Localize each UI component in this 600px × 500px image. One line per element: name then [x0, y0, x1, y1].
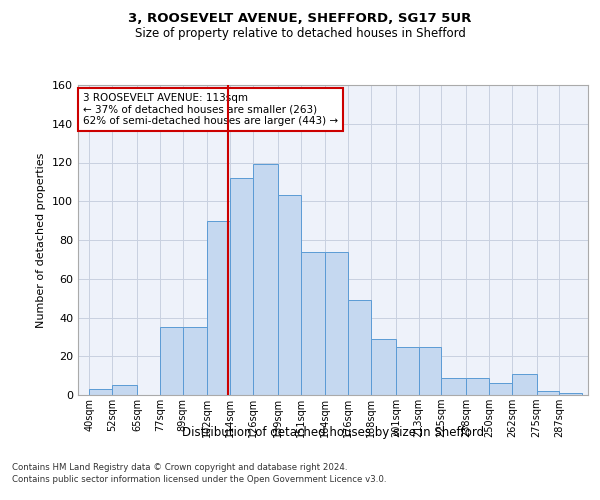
Bar [512, 374, 536, 395]
Bar [371, 339, 396, 395]
Bar [208, 220, 230, 395]
Text: Distribution of detached houses by size in Shefford: Distribution of detached houses by size … [182, 426, 484, 439]
Bar [160, 327, 182, 395]
Text: 3, ROOSEVELT AVENUE, SHEFFORD, SG17 5UR: 3, ROOSEVELT AVENUE, SHEFFORD, SG17 5UR [128, 12, 472, 26]
Bar [419, 346, 442, 395]
Bar [325, 252, 348, 395]
Bar [112, 386, 137, 395]
Bar [182, 327, 208, 395]
Text: Contains HM Land Registry data © Crown copyright and database right 2024.: Contains HM Land Registry data © Crown c… [12, 464, 347, 472]
Bar [466, 378, 489, 395]
Text: 3 ROOSEVELT AVENUE: 113sqm
← 37% of detached houses are smaller (263)
62% of sem: 3 ROOSEVELT AVENUE: 113sqm ← 37% of deta… [83, 93, 338, 126]
Bar [396, 346, 419, 395]
Bar [89, 389, 112, 395]
Text: Contains public sector information licensed under the Open Government Licence v3: Contains public sector information licen… [12, 475, 386, 484]
Y-axis label: Number of detached properties: Number of detached properties [37, 152, 46, 328]
Bar [230, 178, 253, 395]
Bar [253, 164, 278, 395]
Bar [348, 300, 371, 395]
Bar [489, 384, 512, 395]
Bar [301, 252, 325, 395]
Bar [536, 391, 559, 395]
Text: Size of property relative to detached houses in Shefford: Size of property relative to detached ho… [134, 28, 466, 40]
Bar [278, 196, 301, 395]
Bar [442, 378, 466, 395]
Bar [559, 393, 582, 395]
